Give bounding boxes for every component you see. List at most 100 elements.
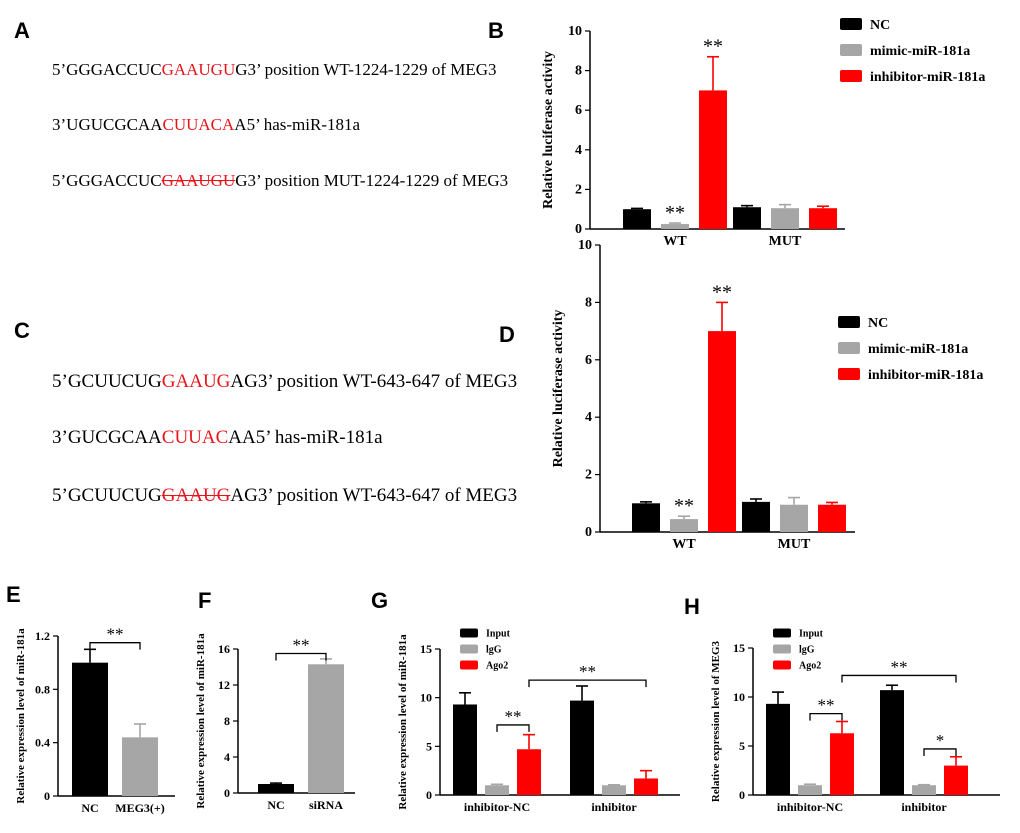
chart-e-bar-meg3- xyxy=(122,737,158,796)
chart-g-y-label: Relative expression level of miR-181a xyxy=(397,634,409,810)
sequence-a-3: 5’GGGACCUCGAAUGUG3’ position MUT-1224-12… xyxy=(52,171,509,190)
chart-g-y-tick-label: 10 xyxy=(420,691,432,705)
chart-d-y-tick-label: 2 xyxy=(585,468,592,483)
chart-d-bar-inhibitor-mir-181a xyxy=(818,504,846,532)
chart-b-bar-nc xyxy=(733,207,761,229)
chart-g-bar-lgg xyxy=(602,785,626,795)
panel-label-f: F xyxy=(198,588,212,613)
chart-h-significance-label: ** xyxy=(891,657,908,676)
chart-d-legend-swatch xyxy=(838,368,860,380)
chart-h-y-tick-label: 15 xyxy=(733,641,745,655)
chart-b-bar-mimic-mir-181a xyxy=(771,208,799,229)
panel-label-d: D xyxy=(499,322,515,347)
chart-g-y-tick-label: 0 xyxy=(426,788,432,802)
chart-d-legend-swatch xyxy=(838,316,860,328)
chart-e-bracket xyxy=(89,642,141,650)
chart-f-bar-nc xyxy=(258,784,294,793)
chart-h-bar-lgg xyxy=(798,785,822,795)
chart-d-legend-label: NC xyxy=(868,316,888,331)
chart-d-y-label: Relative luciferase activity xyxy=(551,310,566,468)
chart-b-legend-label: mimic-miR-181a xyxy=(870,44,970,59)
chart-h-y-tick-label: 10 xyxy=(733,690,745,704)
chart-g-bracket xyxy=(496,724,530,732)
chart-f-y-tick-label: 16 xyxy=(218,642,230,656)
chart-b-legend-label: NC xyxy=(870,18,890,33)
chart-b-x-tick-label: WT xyxy=(663,234,687,249)
chart-b-x-tick-label: MUT xyxy=(769,234,802,249)
chart-b-legend-swatch xyxy=(840,18,862,30)
sequence-a-2: 3’UGUCGCAACUUACAA5’ has-miR-181a xyxy=(52,115,361,134)
chart-e-y-tick-label: 1.2 xyxy=(35,629,50,643)
chart-d-y-tick-label: 4 xyxy=(585,410,592,425)
chart-f-y-tick-label: 0 xyxy=(224,786,230,800)
chart-b-y-label: Relative luciferase activity xyxy=(541,51,556,209)
chart-h-legend-label: Input xyxy=(799,629,824,640)
chart-d-y-tick-label: 10 xyxy=(578,238,592,253)
chart-g-legend-swatch xyxy=(460,628,478,638)
sequence-c-3: 5’GCUUCUGGAAUGAG3’ position WT-643-647 o… xyxy=(52,485,518,506)
chart-g-significance-label: ** xyxy=(505,707,522,726)
chart-f-y-label: Relative expression level of miR-181a xyxy=(195,633,207,809)
chart-b-y-tick-label: 8 xyxy=(575,64,582,79)
chart-h-legend-swatch xyxy=(773,644,791,654)
chart-h-bracket xyxy=(809,713,843,721)
chart-h-bar-lgg xyxy=(912,785,936,795)
chart-b-bar-mimic-mir-181a xyxy=(661,224,689,229)
chart-h-legend-swatch xyxy=(773,628,791,638)
chart-g-legend-label: Input xyxy=(486,629,511,640)
chart-d-x-tick-label: MUT xyxy=(778,537,811,552)
chart-f-bar-sirna xyxy=(308,664,344,793)
chart-d-bar-nc xyxy=(742,501,770,532)
chart-h-bar-input xyxy=(766,703,790,795)
chart-d-y-tick-label: 0 xyxy=(585,525,592,540)
chart-d-y-tick-label: 6 xyxy=(585,353,592,368)
chart-h-x-tick-label: inhibitor xyxy=(901,800,947,814)
chart-g-y-tick-label: 15 xyxy=(420,642,432,656)
chart-h-legend-label: lgG xyxy=(799,645,815,656)
chart-b-bar-inhibitor-mir-181a xyxy=(809,208,837,229)
chart-b-significance-label: ** xyxy=(665,202,685,224)
chart-g-legend-swatch xyxy=(460,644,478,654)
chart-f-bracket xyxy=(275,652,327,661)
chart-d-legend-swatch xyxy=(838,342,860,354)
chart-d-legend-label: mimic-miR-181a xyxy=(868,342,968,357)
panel-label-h: H xyxy=(684,594,700,619)
sequence-a-1: 5’GGGACCUCGAAUGUG3’ position WT-1224-122… xyxy=(52,60,497,79)
chart-h-y-label: Relative expression level of MEG3 xyxy=(710,640,722,802)
chart-b-y-tick-label: 4 xyxy=(575,143,582,158)
chart-e-y-tick-label: 0 xyxy=(44,789,50,803)
chart-b-y-tick-label: 2 xyxy=(575,182,582,197)
chart-h-bar-ago2 xyxy=(944,765,968,795)
chart-g-bar-ago2 xyxy=(634,778,658,795)
chart-b-significance-label: ** xyxy=(703,36,723,58)
chart-g-x-tick-label: inhibitor xyxy=(591,800,637,814)
chart-b-y-tick-label: 10 xyxy=(568,24,582,39)
chart-f-x-tick-label: siRNA xyxy=(309,798,343,812)
chart-d-bar-inhibitor-mir-181a xyxy=(708,331,736,532)
chart-g-bracket xyxy=(528,679,647,688)
chart-f-y-tick-label: 4 xyxy=(224,750,230,764)
chart-b-legend-label: inhibitor-miR-181a xyxy=(870,70,985,85)
chart-h-significance-label: ** xyxy=(818,696,835,715)
panel-label-c: C xyxy=(14,318,30,343)
chart-g-x-tick-label: inhibitor-NC xyxy=(464,800,530,814)
chart-h-legend-swatch xyxy=(773,660,791,670)
chart-h-bracket xyxy=(841,674,957,683)
chart-h-y-tick-label: 0 xyxy=(739,788,745,802)
chart-d-significance-label: ** xyxy=(674,495,694,517)
chart-f-x-tick-label: NC xyxy=(267,798,284,812)
chart-b-y-tick-label: 0 xyxy=(575,222,582,237)
chart-f-y-tick-label: 12 xyxy=(218,678,230,692)
chart-g-legend-label: lgG xyxy=(486,645,502,656)
panel-label-b: B xyxy=(488,18,504,43)
sequence-c-1: 5’GCUUCUGGAAUGAG3’ position WT-643-647 o… xyxy=(52,371,518,392)
chart-h-bar-ago2 xyxy=(830,733,854,795)
chart-e-bar-nc xyxy=(72,662,108,796)
chart-b-bar-inhibitor-mir-181a xyxy=(699,90,727,230)
chart-b-bar-nc xyxy=(623,209,651,229)
panel-label-g: G xyxy=(371,588,389,613)
chart-d-x-tick-label: WT xyxy=(672,537,696,552)
chart-g-y-tick-label: 5 xyxy=(426,739,432,753)
chart-e-y-tick-label: 0.8 xyxy=(35,682,50,696)
